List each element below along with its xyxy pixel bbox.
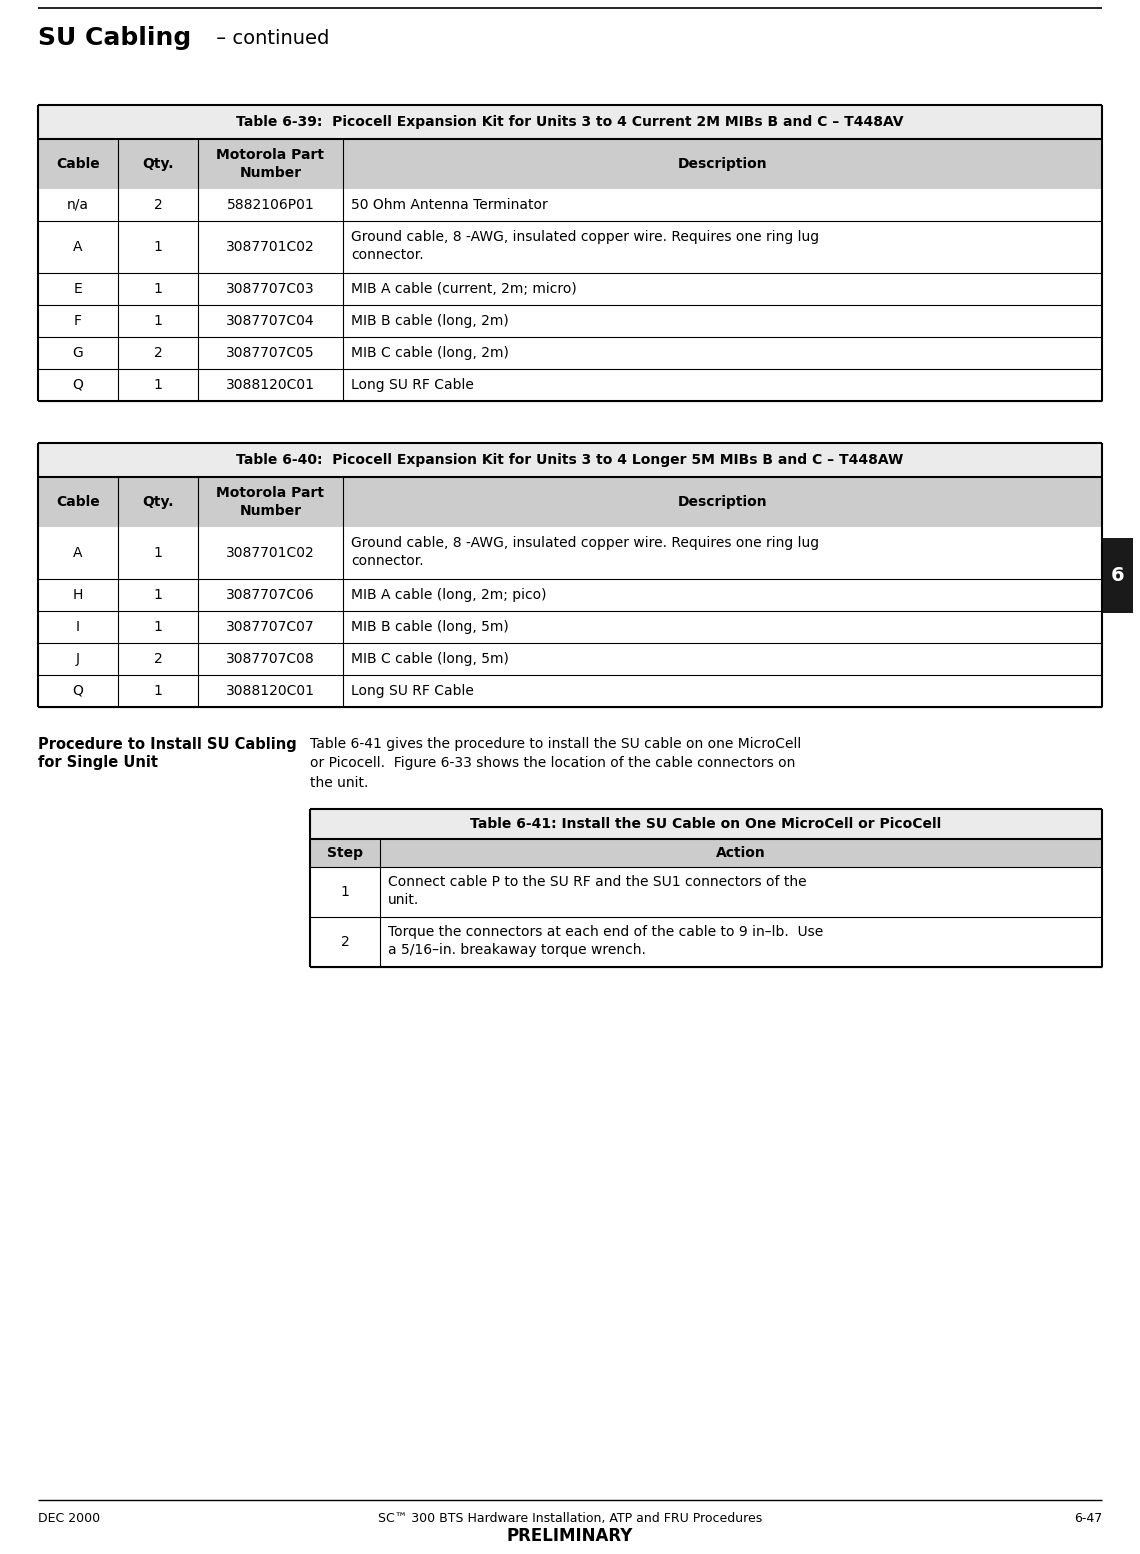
Text: 3088120C01: 3088120C01 [226,378,315,392]
Text: Table 6-40:  Picocell Expansion Kit for Units 3 to 4 Longer 5M MIBs B and C – T4: Table 6-40: Picocell Expansion Kit for U… [236,454,904,468]
Text: E: E [74,281,82,295]
Text: Action: Action [716,845,766,859]
Text: – continued: – continued [210,28,329,48]
Text: 1: 1 [154,281,162,295]
Text: Ground cable, 8 -AWG, insulated copper wire. Requires one ring lug
connector.: Ground cable, 8 -AWG, insulated copper w… [351,230,820,263]
Text: 2: 2 [154,197,162,211]
Text: 3087707C07: 3087707C07 [226,620,315,634]
Text: 1: 1 [154,545,162,559]
Text: 1: 1 [154,378,162,392]
Text: 6: 6 [1112,566,1125,584]
Bar [38,580,1102,611]
Text: Long SU RF Cable: Long SU RF Cable [351,684,474,698]
Text: Table 6-41: Install the SU Cable on One MicroCell or PicoCell: Table 6-41: Install the SU Cable on One … [471,817,942,831]
Text: 2: 2 [154,347,162,361]
Bar [38,643,1102,674]
Text: 3087707C05: 3087707C05 [226,347,315,361]
Text: SU Cabling: SU Cabling [38,26,192,50]
Text: n/a: n/a [67,197,89,211]
Text: G: G [73,347,83,361]
Bar [310,867,1102,917]
Text: Motorola Part
Number: Motorola Part Number [217,486,325,517]
Text: 1: 1 [154,684,162,698]
Text: Long SU RF Cable: Long SU RF Cable [351,378,474,392]
Text: 3088120C01: 3088120C01 [226,684,315,698]
Text: I: I [76,620,80,634]
Text: Cable: Cable [56,157,100,171]
Text: for Single Unit: for Single Unit [38,755,158,769]
Bar [310,839,1102,867]
Bar [38,477,1102,527]
Text: MIB B cable (long, 5m): MIB B cable (long, 5m) [351,620,508,634]
Bar [310,810,1102,839]
Text: Table 6-41 gives the procedure to install the SU cable on one MicroCell
or Picoc: Table 6-41 gives the procedure to instal… [310,737,801,789]
Text: 1: 1 [341,884,350,900]
Text: DEC 2000: DEC 2000 [38,1512,100,1524]
Text: Motorola Part
Number: Motorola Part Number [217,148,325,180]
Bar [38,337,1102,368]
Bar [310,917,1102,967]
Text: Q: Q [73,378,83,392]
Text: Ground cable, 8 -AWG, insulated copper wire. Requires one ring lug
connector.: Ground cable, 8 -AWG, insulated copper w… [351,536,820,569]
Text: 50 Ohm Antenna Terminator: 50 Ohm Antenna Terminator [351,197,547,211]
Text: 3087707C08: 3087707C08 [226,653,315,667]
Text: 3087707C03: 3087707C03 [226,281,315,295]
Text: Procedure to Install SU Cabling: Procedure to Install SU Cabling [38,737,296,752]
Text: J: J [76,653,80,667]
Text: Cable: Cable [56,496,100,510]
Bar [38,190,1102,221]
Text: PRELIMINARY: PRELIMINARY [507,1528,633,1545]
Text: H: H [73,587,83,601]
Text: 1: 1 [154,587,162,601]
Text: 3087707C04: 3087707C04 [226,314,315,328]
Text: A: A [73,239,83,253]
Text: 3087701C02: 3087701C02 [226,239,315,253]
Bar [38,274,1102,305]
Text: 6-47: 6-47 [1074,1512,1102,1524]
Text: 1: 1 [154,239,162,253]
Bar [38,138,1102,190]
Text: Connect cable P to the SU RF and the SU1 connectors of the
unit.: Connect cable P to the SU RF and the SU1… [388,875,807,908]
Text: MIB C cable (long, 2m): MIB C cable (long, 2m) [351,347,508,361]
Bar [38,527,1102,580]
Text: MIB A cable (current, 2m; micro): MIB A cable (current, 2m; micro) [351,281,577,295]
Text: 2: 2 [341,936,349,949]
Text: 3087707C06: 3087707C06 [226,587,315,601]
Text: Q: Q [73,684,83,698]
Text: 3087701C02: 3087701C02 [226,545,315,559]
Bar [38,368,1102,401]
Bar [1104,538,1133,612]
Bar [38,674,1102,707]
Text: Qty.: Qty. [142,496,173,510]
Text: A: A [73,545,83,559]
Text: Table 6-39:  Picocell Expansion Kit for Units 3 to 4 Current 2M MIBs B and C – T: Table 6-39: Picocell Expansion Kit for U… [236,115,904,129]
Text: F: F [74,314,82,328]
Text: Qty.: Qty. [142,157,173,171]
Text: Step: Step [327,845,363,859]
Text: MIB C cable (long, 5m): MIB C cable (long, 5m) [351,653,508,667]
Bar [38,106,1102,138]
Text: SC™ 300 BTS Hardware Installation, ATP and FRU Procedures: SC™ 300 BTS Hardware Installation, ATP a… [377,1512,763,1524]
Text: Description: Description [677,496,767,510]
Bar [38,305,1102,337]
Text: MIB B cable (long, 2m): MIB B cable (long, 2m) [351,314,508,328]
Bar [38,221,1102,274]
Text: MIB A cable (long, 2m; pico): MIB A cable (long, 2m; pico) [351,587,546,601]
Text: 5882106P01: 5882106P01 [227,197,315,211]
Text: Description: Description [677,157,767,171]
Bar [38,611,1102,643]
Text: 1: 1 [154,620,162,634]
Text: 2: 2 [154,653,162,667]
Bar [38,443,1102,477]
Text: Torque the connectors at each end of the cable to 9 in–lb.  Use
a 5/16–in. break: Torque the connectors at each end of the… [388,925,823,957]
Text: 1: 1 [154,314,162,328]
